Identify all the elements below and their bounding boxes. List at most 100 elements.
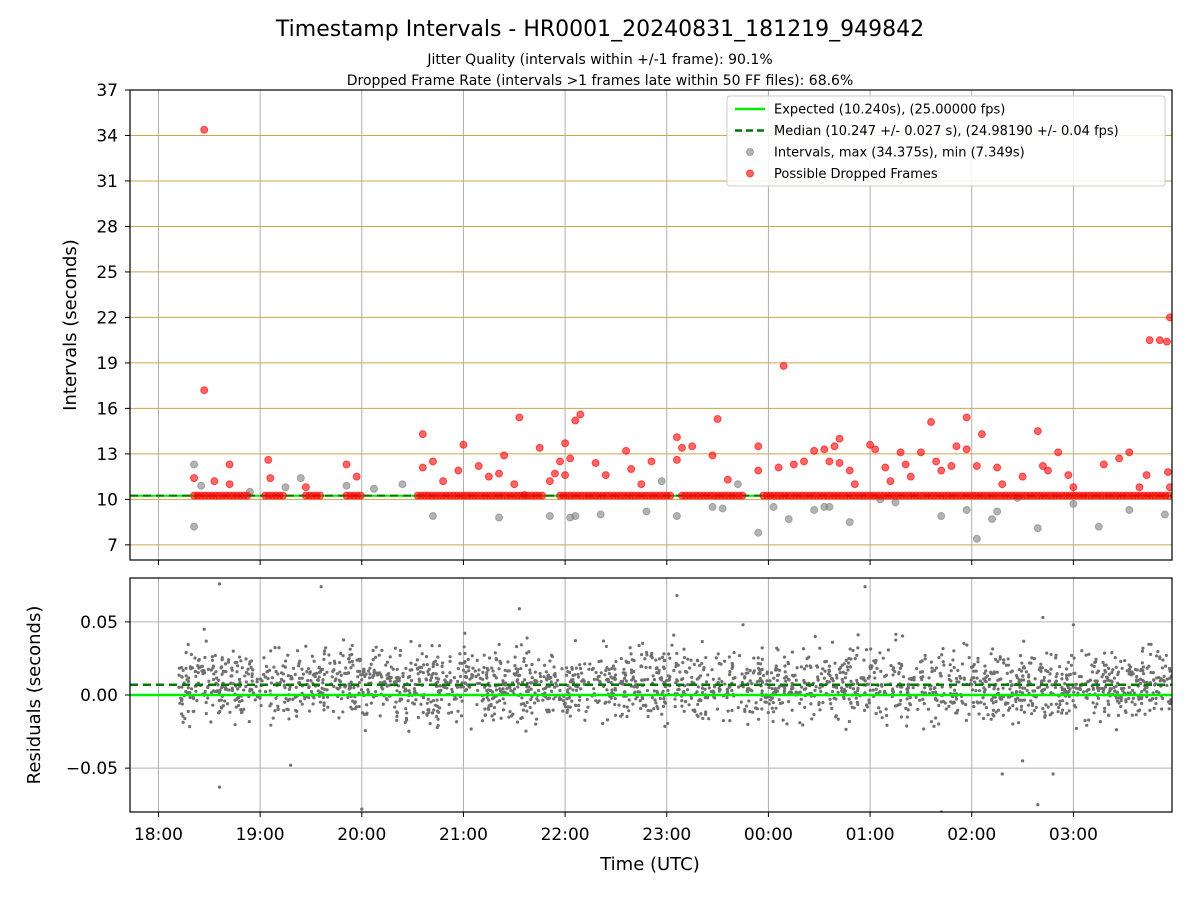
residual-point: [211, 677, 216, 682]
residual-point: [560, 667, 564, 671]
residual-point: [440, 661, 445, 665]
residual-point: [944, 707, 948, 711]
interval-point: [571, 512, 580, 521]
residual-point: [298, 659, 302, 663]
residual-point: [515, 720, 520, 724]
residual-point: [1000, 772, 1004, 776]
residual-point: [1080, 649, 1084, 653]
residual-point: [183, 717, 187, 721]
interval-point: [398, 480, 407, 489]
residual-point: [1019, 704, 1024, 708]
residual-point: [634, 697, 638, 701]
residual-point: [627, 709, 631, 713]
residual-point: [1034, 705, 1038, 710]
residual-point: [1133, 702, 1137, 706]
residual-point: [991, 708, 996, 712]
residual-point: [690, 675, 694, 679]
residual-point: [458, 652, 462, 656]
residual-point: [801, 723, 805, 727]
residual-point: [863, 585, 867, 589]
residual-point: [1106, 702, 1111, 707]
residual-point: [263, 689, 268, 694]
residual-point: [570, 699, 574, 703]
dropped-frame-point: [774, 463, 783, 472]
residual-point: [372, 670, 376, 675]
residual-point: [178, 701, 182, 705]
residual-point: [1158, 679, 1162, 683]
residual-point: [972, 662, 976, 667]
residual-point: [435, 698, 439, 702]
residual-point: [220, 656, 224, 660]
residual-point: [619, 679, 623, 684]
residual-point: [553, 685, 557, 689]
residual-point: [1049, 667, 1053, 671]
residual-point: [431, 671, 435, 676]
residual-point: [1085, 723, 1089, 727]
residual-point: [507, 715, 511, 719]
residual-point: [436, 689, 440, 694]
residual-point: [775, 678, 779, 683]
interval-point: [718, 504, 727, 513]
residual-point: [987, 677, 992, 682]
residual-point: [188, 665, 192, 669]
residual-point: [1130, 688, 1135, 692]
residual-point: [584, 709, 588, 714]
residual-point: [849, 657, 853, 661]
residual-point: [932, 724, 936, 728]
residual-point: [401, 685, 406, 689]
residual-point: [320, 667, 325, 671]
residual-point: [712, 685, 717, 689]
residual-point: [421, 696, 426, 700]
residual-point: [281, 664, 285, 668]
bottom-y-tick-label: 0.05: [80, 613, 118, 633]
residual-point: [356, 675, 360, 679]
residual-point: [1094, 660, 1098, 664]
interval-point: [784, 515, 793, 524]
interval-point: [642, 507, 651, 516]
residual-point: [798, 721, 802, 725]
residual-point: [322, 657, 326, 661]
residual-point: [240, 666, 244, 670]
residual-point: [654, 701, 658, 705]
residual-point: [186, 686, 190, 690]
residual-point: [538, 671, 542, 676]
residual-point: [476, 688, 480, 693]
residual-point: [1092, 664, 1096, 669]
interval-point: [190, 460, 199, 469]
residual-point: [818, 686, 822, 690]
residual-point: [295, 714, 299, 718]
residual-point: [814, 685, 818, 689]
residual-point: [378, 714, 382, 718]
residual-point: [1005, 671, 1009, 676]
residual-point: [368, 672, 372, 676]
residual-point: [1096, 688, 1101, 693]
legend-dot-marker: [746, 169, 754, 178]
residual-point: [830, 677, 835, 681]
dropped-frame-point: [545, 477, 554, 486]
residual-point: [217, 785, 222, 789]
residual-point: [977, 712, 981, 716]
residual-point: [619, 714, 623, 718]
dropped-frame-point: [871, 445, 880, 454]
interval-point: [769, 502, 778, 511]
residual-point: [1017, 721, 1021, 725]
residual-point: [864, 703, 869, 707]
residual-point: [641, 641, 645, 645]
residual-point: [406, 675, 411, 680]
residual-point: [407, 729, 411, 733]
residual-point: [577, 698, 582, 702]
residual-point: [237, 655, 242, 659]
residual-point: [586, 705, 590, 709]
interval-point: [596, 510, 605, 519]
residual-point: [662, 700, 667, 704]
residual-point: [1127, 685, 1131, 689]
residual-point: [1072, 656, 1076, 660]
residual-point: [1119, 698, 1123, 703]
residual-point: [294, 685, 298, 689]
residual-point: [258, 689, 262, 693]
residual-point: [1030, 656, 1034, 660]
residual-point: [306, 667, 311, 671]
residual-point: [998, 657, 1002, 661]
residual-point: [1050, 683, 1054, 687]
residual-point: [286, 708, 290, 712]
